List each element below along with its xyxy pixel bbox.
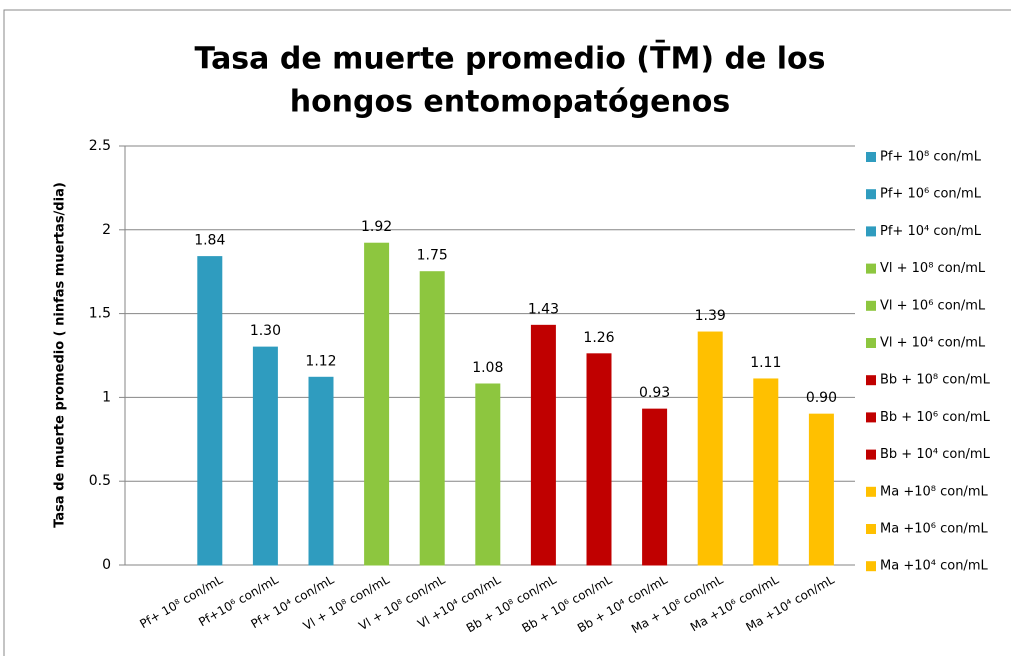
- y-tick-label: 0.5: [89, 473, 111, 489]
- legend-swatch: [866, 226, 876, 237]
- value-label: 1.12: [305, 353, 336, 369]
- legend-swatch: [866, 189, 876, 200]
- legend-swatch: [866, 561, 876, 572]
- chart-border: [3, 9, 1011, 656]
- legend-label: Bb + 10⁶ con/mL: [880, 410, 991, 425]
- value-label: 1.84: [194, 233, 225, 249]
- y-tick-label: 1.5: [89, 306, 111, 322]
- value-label: 1.08: [472, 360, 503, 376]
- bar: [586, 353, 612, 566]
- legend-label: Bb + 10⁸ con/mL: [880, 373, 991, 388]
- y-tick-label: 2.5: [89, 138, 111, 154]
- y-tick-label: 2: [102, 222, 111, 238]
- legend-swatch: [866, 338, 876, 348]
- bar: [808, 413, 834, 566]
- legend-swatch: [866, 524, 876, 534]
- legend-label: Vl + 10⁶ con/mL: [880, 298, 986, 313]
- value-label: 1.92: [361, 219, 392, 235]
- legend-swatch: [866, 152, 876, 162]
- legend-swatch: [866, 449, 876, 460]
- chart-title: hongos entomopatógenos: [290, 85, 731, 120]
- bar: [419, 271, 445, 566]
- legend-label: Ma +10⁴ con/mL: [880, 559, 988, 574]
- bar: [530, 324, 556, 566]
- legend-swatch: [866, 412, 876, 423]
- bar: [308, 376, 334, 566]
- y-tick-label: 1: [102, 389, 111, 405]
- value-label: 1.30: [250, 323, 281, 339]
- legend-swatch: [866, 375, 876, 386]
- legend-label: Pf+ 10⁴ con/mL: [880, 224, 982, 239]
- bar: [642, 408, 668, 566]
- value-label: 1.11: [750, 355, 781, 371]
- value-label: 1.39: [695, 308, 726, 324]
- legend-swatch: [866, 300, 876, 311]
- y-axis-label: Tasa de muerte promedio ( ninfas muertas…: [53, 182, 68, 528]
- legend-label: Bb + 10⁴ con/mL: [880, 447, 991, 462]
- value-label: 0.93: [639, 385, 670, 401]
- value-label: 1.26: [583, 330, 614, 346]
- bar: [364, 242, 390, 566]
- y-tick-label: 0: [102, 557, 111, 573]
- legend-label: Ma +10⁶ con/mL: [880, 522, 988, 537]
- bar: [252, 346, 278, 566]
- bar: [697, 331, 723, 566]
- value-label: 0.90: [806, 390, 837, 406]
- legend-label: Vl + 10⁸ con/mL: [880, 261, 986, 276]
- bar: [197, 256, 223, 566]
- value-label: 1.75: [417, 248, 448, 264]
- legend-label: Ma +10⁸ con/mL: [880, 484, 988, 499]
- value-label: 1.43: [528, 301, 559, 317]
- legend-label: Pf+ 10⁸ con/mL: [880, 150, 982, 165]
- chart-title: Tasa de muerte promedio (T̄M) de los: [194, 40, 825, 76]
- legend-label: Pf+ 10⁶ con/mL: [880, 187, 982, 202]
- legend-swatch: [866, 263, 876, 274]
- bar: [753, 378, 779, 566]
- legend-label: Vl + 10⁴ con/mL: [880, 336, 986, 351]
- bar: [475, 383, 501, 566]
- legend-swatch: [866, 486, 876, 497]
